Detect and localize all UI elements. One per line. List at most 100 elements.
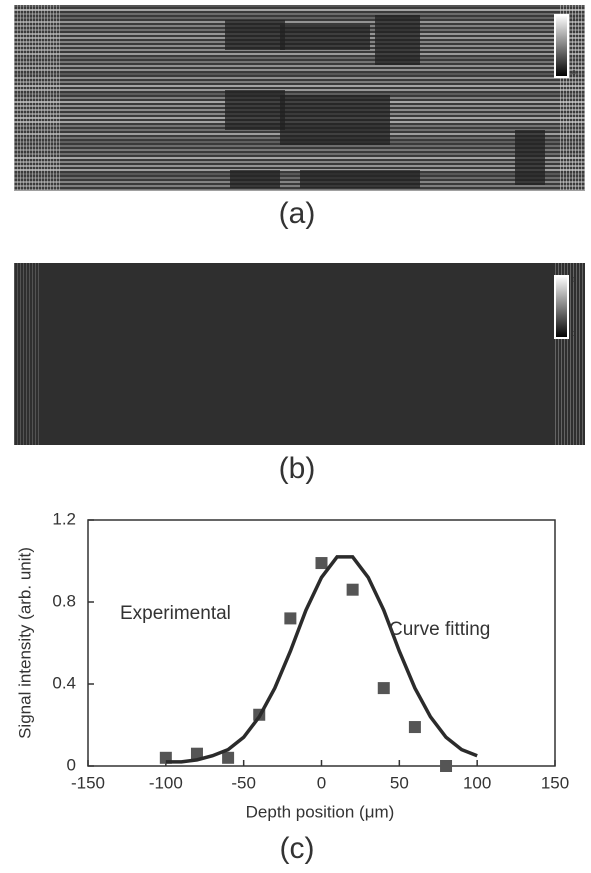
- edge: [576, 263, 577, 445]
- edge: [38, 5, 39, 190]
- edge: [35, 263, 36, 445]
- edge: [567, 263, 568, 445]
- stripe: [14, 93, 585, 95]
- data-point: [222, 751, 235, 764]
- colorbar-label: 1: [572, 16, 576, 23]
- stripe: [14, 149, 585, 151]
- dark-block: [225, 90, 285, 130]
- edge: [581, 5, 582, 190]
- edge: [20, 263, 21, 445]
- series-label: Experimental: [120, 603, 231, 624]
- edge: [53, 5, 54, 190]
- x-tick-label: 150: [541, 773, 569, 792]
- edge: [572, 5, 573, 190]
- dark-block: [225, 20, 285, 50]
- edge: [50, 5, 51, 190]
- edge: [26, 263, 27, 445]
- stripe: [14, 77, 585, 79]
- edge: [59, 5, 60, 190]
- x-axis-title: Depth position (μm): [246, 802, 395, 821]
- stripe: [14, 169, 585, 171]
- data-point: [284, 612, 297, 625]
- edge: [575, 5, 576, 190]
- stripe: [14, 153, 585, 155]
- x-tick-label: 100: [463, 773, 491, 792]
- edge: [35, 5, 36, 190]
- edge: [563, 5, 564, 190]
- stripe: [14, 173, 585, 175]
- panel-label: (c): [280, 832, 315, 865]
- edge: [38, 263, 39, 445]
- edge: [560, 5, 561, 190]
- edge: [56, 5, 57, 190]
- series-label: Curve fitting: [389, 619, 490, 640]
- y-axis-title: Signal intensity (arb. unit): [15, 547, 34, 739]
- stripe: [14, 73, 585, 75]
- edge: [584, 5, 585, 190]
- stripe: [14, 69, 585, 71]
- edge: [558, 263, 559, 445]
- stripe: [14, 57, 585, 59]
- dark-block: [280, 95, 390, 145]
- y-tick-label: 0.4: [52, 673, 76, 692]
- edge: [582, 263, 583, 445]
- data-point: [190, 747, 203, 760]
- stripe: [14, 85, 585, 87]
- stripe: [14, 81, 585, 83]
- stripe: [14, 189, 585, 191]
- edge: [578, 5, 579, 190]
- colorbar-label: 0: [572, 331, 576, 338]
- y-tick-label: 0.8: [52, 591, 76, 610]
- stripe: [14, 21, 585, 23]
- colorbar: [554, 275, 569, 339]
- stripe: [14, 145, 585, 147]
- edge: [29, 263, 30, 445]
- stripe: [14, 65, 585, 67]
- edge: [32, 5, 33, 190]
- edge: [573, 263, 574, 445]
- image-b: [14, 263, 585, 445]
- image-bg: [14, 263, 585, 445]
- dark-block: [515, 130, 545, 185]
- dark-block: [300, 170, 420, 188]
- stripe: [14, 13, 585, 15]
- data-point: [440, 760, 453, 772]
- edge: [579, 263, 580, 445]
- dark-block: [230, 170, 280, 188]
- data-point: [315, 557, 328, 570]
- edge: [47, 5, 48, 190]
- panel-label: (a): [279, 197, 316, 230]
- stripe: [14, 5, 585, 7]
- edge: [44, 5, 45, 190]
- x-tick-label: -150: [71, 773, 105, 792]
- image-a: [14, 5, 585, 191]
- x-tick-label: 50: [390, 773, 409, 792]
- stripe: [14, 165, 585, 167]
- data-point: [346, 583, 359, 596]
- stripe: [14, 17, 585, 19]
- fit-curve: [165, 555, 478, 764]
- edge: [32, 263, 33, 445]
- stripe: [14, 89, 585, 91]
- edge: [23, 5, 24, 190]
- edge: [20, 5, 21, 190]
- edge: [14, 263, 15, 445]
- colorbar: [554, 14, 569, 78]
- edge: [17, 263, 18, 445]
- dark-block: [375, 15, 420, 65]
- edge: [561, 263, 562, 445]
- edge: [26, 5, 27, 190]
- x-tick-label: -100: [149, 773, 183, 792]
- x-tick-label: 0: [317, 773, 326, 792]
- dark-block: [280, 25, 370, 50]
- y-tick-label: 0: [67, 755, 76, 774]
- panel-label: (b): [279, 452, 316, 485]
- plot-frame: [87, 519, 556, 767]
- x-tick-label: -50: [231, 773, 256, 792]
- stripe: [14, 157, 585, 159]
- y-tick-label: 1.2: [52, 509, 76, 528]
- stripe: [14, 61, 585, 63]
- edge: [569, 5, 570, 190]
- edge: [23, 263, 24, 445]
